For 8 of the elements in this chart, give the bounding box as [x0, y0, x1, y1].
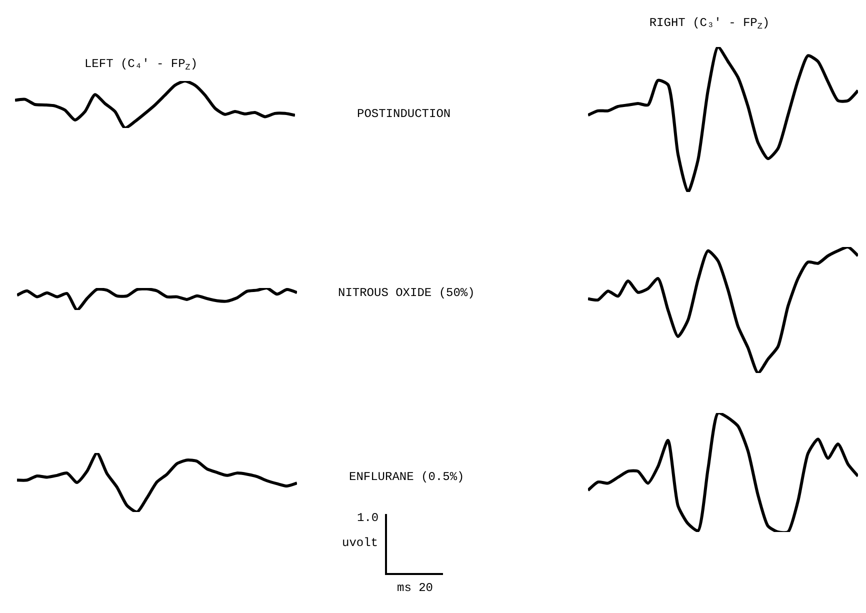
- text: POSTINDUCTION: [357, 107, 451, 121]
- text: ms 20: [397, 581, 434, 595]
- chart-title: LEFT (C₄' - FP$_{Z}$): [84, 57, 198, 73]
- text: ENFLURANE (0.5%): [349, 470, 464, 484]
- text: 1.0: [357, 511, 379, 525]
- text: uvolt: [342, 536, 378, 550]
- chart-title: RIGHT (C₃' - FP$_{Z}$): [649, 16, 770, 32]
- text: NITROUS OXIDE (50%): [338, 286, 475, 300]
